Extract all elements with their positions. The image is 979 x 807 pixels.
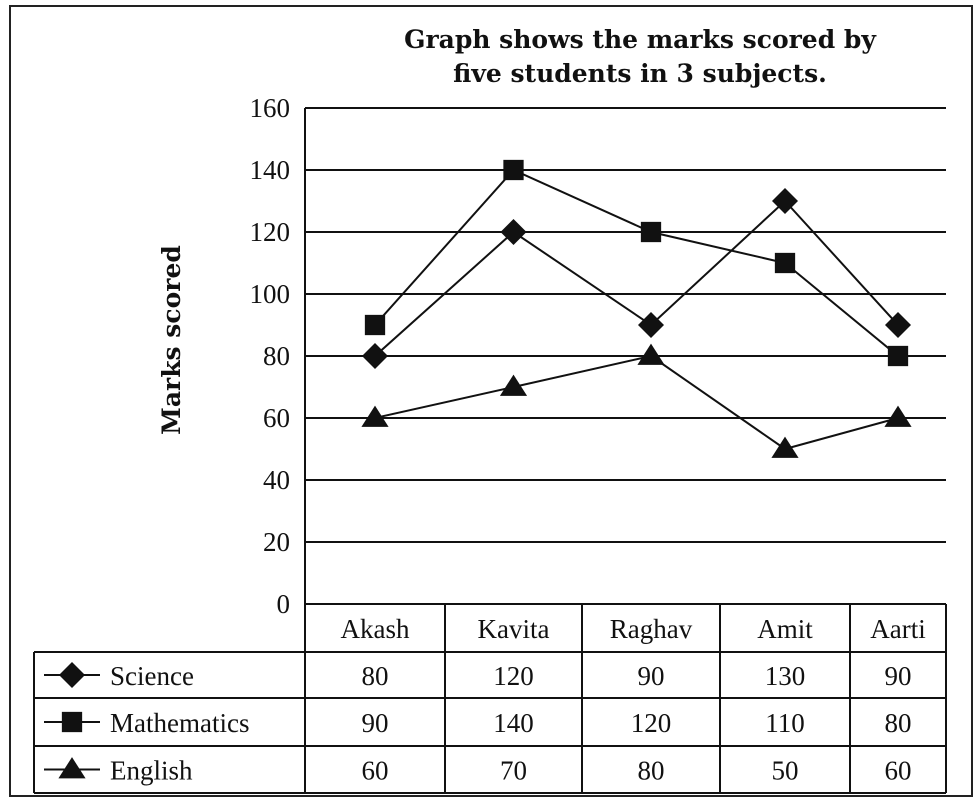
series-lines <box>361 159 912 458</box>
data-point <box>499 374 528 396</box>
data-table: Akash Kavita Raghav Amit Aarti Science 80 120 90… <box>33 603 947 794</box>
table-cell-value: 130 <box>765 661 806 691</box>
table-cell-value: 60 <box>362 756 389 786</box>
y-tick-label: 160 <box>250 93 291 123</box>
y-tick-label: 60 <box>263 403 290 433</box>
legend-label: Science <box>110 661 194 691</box>
data-point <box>503 159 524 181</box>
category-label: Akash <box>341 614 410 644</box>
legend-label: Mathematics <box>110 708 249 738</box>
y-tick-labels: 0 20 40 60 80 100 120 140 160 <box>250 93 291 619</box>
table-cell-value: 90 <box>885 661 912 691</box>
category-label: Kavita <box>478 614 550 644</box>
series-mathematics <box>364 159 909 367</box>
series-science <box>362 188 911 369</box>
data-point <box>637 343 665 365</box>
y-tick-label: 40 <box>263 465 290 495</box>
data-point <box>362 343 388 369</box>
table-cell-value: 70 <box>500 756 527 786</box>
y-axis-label: Marks scored <box>157 245 186 435</box>
data-point <box>364 314 386 336</box>
data-point <box>361 405 389 427</box>
table-cell-value: 80 <box>638 756 665 786</box>
data-point <box>500 219 527 245</box>
figure-border <box>9 5 973 797</box>
table-cell-value: 90 <box>362 708 389 738</box>
legend-label: English <box>110 756 193 786</box>
legend-marker-triangle <box>58 757 86 779</box>
table-cell-value: 110 <box>765 708 805 738</box>
chart-title-line-1: Graph shows the marks scored by <box>404 25 877 54</box>
y-tick-label: 120 <box>250 217 291 247</box>
data-point <box>772 188 798 214</box>
table-cell-value: 120 <box>493 661 534 691</box>
y-tick-label: 100 <box>250 279 291 309</box>
legend-marker-square <box>61 711 83 733</box>
table-cell-value: 80 <box>362 661 389 691</box>
table-cell-value: 140 <box>493 708 534 738</box>
table-cell-value: 60 <box>885 756 912 786</box>
gridlines <box>304 107 946 604</box>
series-english <box>361 343 912 458</box>
y-tick-label: 0 <box>277 589 291 619</box>
y-tick-label: 20 <box>263 527 290 557</box>
data-point <box>887 345 909 367</box>
category-label: Amit <box>757 614 813 644</box>
data-point <box>640 221 662 243</box>
y-tick-label: 140 <box>250 155 291 185</box>
table-cell-value: 90 <box>638 661 665 691</box>
data-point <box>884 405 912 427</box>
y-tick-label: 80 <box>263 341 290 371</box>
data-point <box>774 252 796 274</box>
data-point <box>885 312 911 338</box>
category-label: Aarti <box>870 614 925 644</box>
category-label: Raghav <box>610 614 693 644</box>
data-point <box>771 436 799 458</box>
data-point <box>638 312 664 338</box>
legend-marker-diamond <box>59 662 85 688</box>
chart-title-line-2: five students in 3 subjects. <box>453 59 827 88</box>
table-cell-value: 80 <box>885 708 912 738</box>
table-cell-value: 120 <box>631 708 672 738</box>
table-cell-value: 50 <box>772 756 799 786</box>
